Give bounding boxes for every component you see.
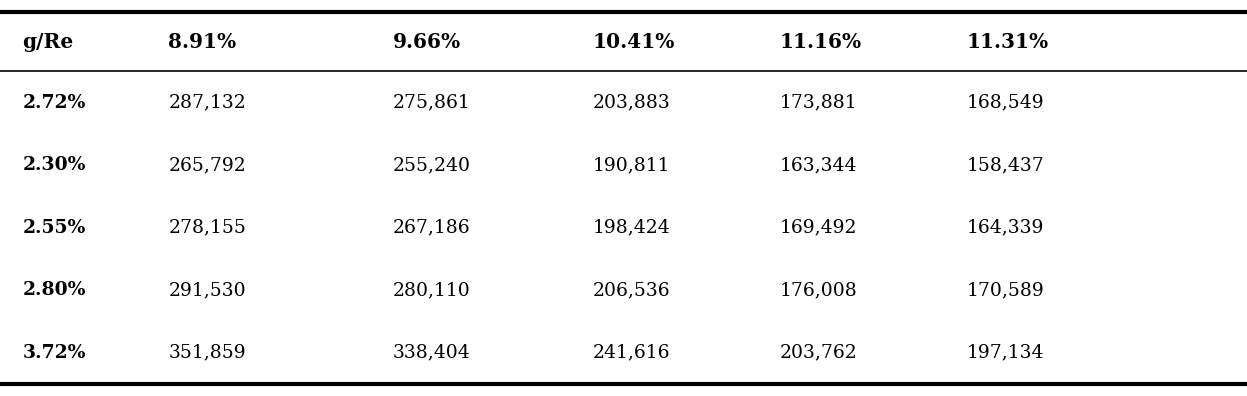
Text: 351,859: 351,859 (168, 344, 246, 362)
Text: 163,344: 163,344 (779, 156, 857, 174)
Text: 3.72%: 3.72% (22, 344, 86, 362)
Text: 265,792: 265,792 (168, 156, 246, 174)
Text: 287,132: 287,132 (168, 93, 246, 112)
Text: 275,861: 275,861 (393, 93, 470, 112)
Text: 168,549: 168,549 (966, 93, 1044, 112)
Text: 8.91%: 8.91% (168, 32, 237, 51)
Text: 291,530: 291,530 (168, 281, 246, 299)
Text: 176,008: 176,008 (779, 281, 857, 299)
Text: 11.16%: 11.16% (779, 32, 862, 51)
Text: 2.80%: 2.80% (22, 281, 86, 299)
Text: 338,404: 338,404 (393, 344, 470, 362)
Text: 2.72%: 2.72% (22, 93, 86, 112)
Text: 198,424: 198,424 (592, 219, 670, 237)
Text: 9.66%: 9.66% (393, 32, 461, 51)
Text: 2.55%: 2.55% (22, 219, 86, 237)
Text: 169,492: 169,492 (779, 219, 857, 237)
Text: 173,881: 173,881 (779, 93, 857, 112)
Text: g/Re: g/Re (22, 32, 74, 51)
Text: 2.30%: 2.30% (22, 156, 86, 174)
Text: 203,883: 203,883 (592, 93, 670, 112)
Text: 170,589: 170,589 (966, 281, 1044, 299)
Text: 255,240: 255,240 (393, 156, 471, 174)
Text: 190,811: 190,811 (592, 156, 670, 174)
Text: 280,110: 280,110 (393, 281, 470, 299)
Text: 10.41%: 10.41% (592, 32, 675, 51)
Text: 203,762: 203,762 (779, 344, 857, 362)
Text: 206,536: 206,536 (592, 281, 670, 299)
Text: 278,155: 278,155 (168, 219, 246, 237)
Text: 164,339: 164,339 (966, 219, 1044, 237)
Text: 11.31%: 11.31% (966, 32, 1049, 51)
Text: 197,134: 197,134 (966, 344, 1044, 362)
Text: 158,437: 158,437 (966, 156, 1044, 174)
Text: 267,186: 267,186 (393, 219, 470, 237)
Text: 241,616: 241,616 (592, 344, 670, 362)
